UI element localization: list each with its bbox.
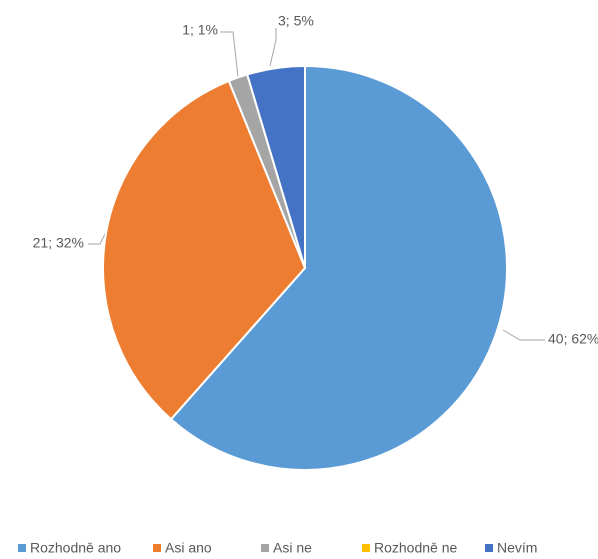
legend-swatch bbox=[261, 544, 269, 552]
legend-label: Nevím bbox=[497, 540, 537, 556]
data-label: 3; 5% bbox=[278, 13, 314, 29]
legend-swatch bbox=[485, 544, 493, 552]
leader-line bbox=[220, 31, 239, 78]
legend-label: Rozhodně ne bbox=[374, 540, 458, 556]
legend-label: Asi ano bbox=[165, 540, 212, 556]
leader-line bbox=[88, 231, 107, 245]
legend-label: Asi ne bbox=[273, 540, 312, 556]
legend-label: Rozhodně ano bbox=[30, 540, 121, 556]
legend-swatch bbox=[153, 544, 161, 552]
data-label: 1; 1% bbox=[182, 22, 218, 38]
leader-line bbox=[269, 28, 277, 67]
legend-swatch bbox=[362, 544, 370, 552]
legend-swatch bbox=[18, 544, 26, 552]
data-label: 40; 62% bbox=[548, 331, 598, 347]
pie-slice bbox=[245, 64, 306, 269]
pie-slice bbox=[102, 79, 307, 421]
leader-line bbox=[502, 329, 545, 341]
pie-slice bbox=[169, 64, 508, 471]
data-label: 21; 32% bbox=[33, 235, 84, 251]
